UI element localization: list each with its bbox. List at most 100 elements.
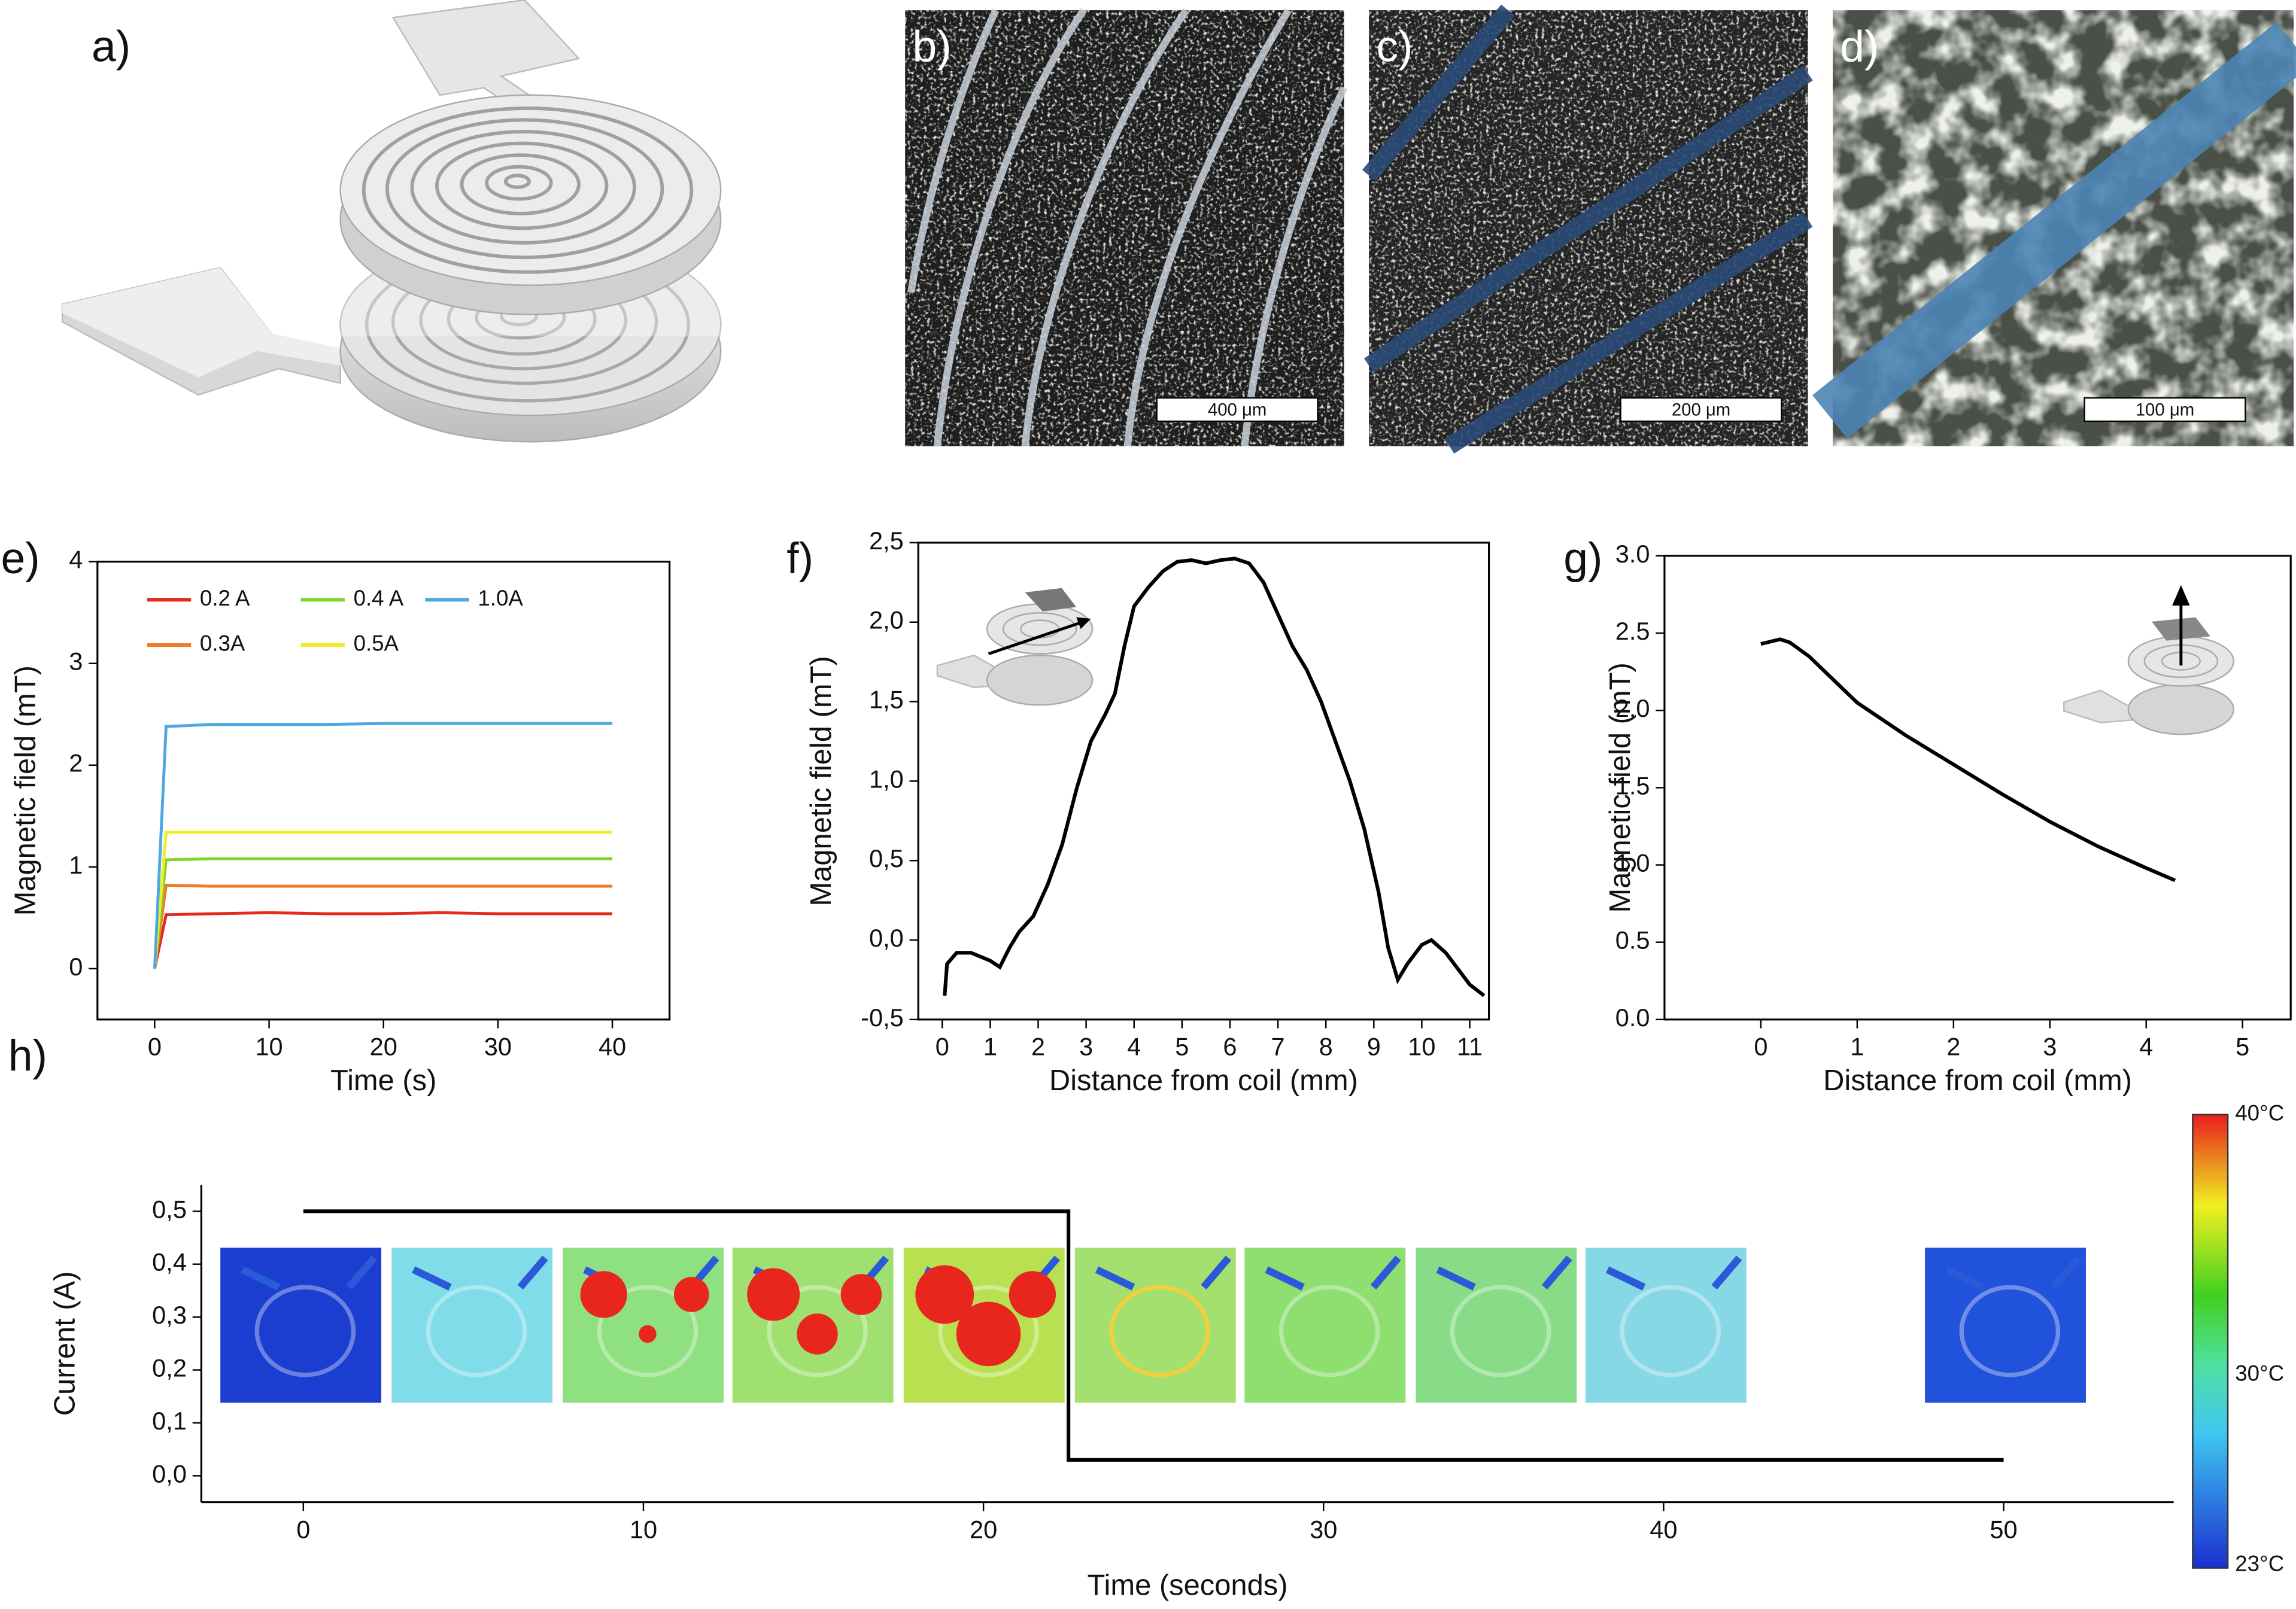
panel-label: h) [8, 1031, 47, 1080]
x-tick-label: 1 [1850, 1033, 1864, 1061]
x-tick-label: 30 [484, 1033, 512, 1061]
colorbar-label: 30°C [2235, 1361, 2284, 1386]
micrograph-c [1362, 4, 1813, 454]
x-tick-label: 10 [255, 1033, 283, 1061]
coil-illustration [61, 0, 722, 443]
thermal-probe [1095, 1266, 1135, 1291]
data-line [153, 722, 613, 969]
x-tick-label: 30 [1310, 1515, 1337, 1543]
y-tick-label: 1.0 [1615, 849, 1650, 877]
thermal-ring [1959, 1285, 2061, 1377]
legend-label: 0.2 A [200, 586, 250, 610]
y-tick-label: 0,5 [869, 844, 904, 872]
micrograph-d [1812, 10, 2296, 446]
x-tick-label: 2 [1031, 1033, 1045, 1061]
thermal-probe [412, 1266, 452, 1291]
x-tick-label: 40 [1650, 1515, 1677, 1543]
colorbar-label: 23°C [2235, 1551, 2284, 1575]
x-tick-label: 5 [1175, 1033, 1189, 1061]
scale-bar [2084, 397, 2246, 422]
y-tick-label: 0,0 [152, 1459, 187, 1488]
x-tick-label: 8 [1319, 1033, 1333, 1061]
y-axis-title: Current (A) [48, 1271, 81, 1416]
y-tick-label: 2.0 [1615, 694, 1650, 722]
thermal-probe [346, 1255, 377, 1290]
legend-label: 0.4 A [354, 586, 404, 610]
hot-spot [747, 1268, 800, 1321]
y-tick-label: 3 [69, 647, 83, 676]
thermal-probe [1945, 1266, 1985, 1291]
y-axis-title: Magnetic field (mT) [1604, 662, 1636, 913]
y-tick-label: 2 [69, 749, 83, 777]
y-tick-label: 0,1 [152, 1407, 187, 1435]
y-tick-label: 1,0 [869, 765, 904, 793]
inset-coil [2063, 585, 2235, 735]
x-tick-label: 7 [1271, 1033, 1285, 1061]
plot-frame [96, 561, 671, 1021]
inset-coil [936, 588, 1094, 706]
x-tick-label: 0 [148, 1033, 162, 1061]
x-axis-title: Time (seconds) [1088, 1569, 1288, 1601]
thermal-probe [517, 1255, 548, 1290]
thermal-images [220, 1248, 2086, 1403]
legend-label: 0.3A [200, 631, 245, 656]
hot-spot [915, 1265, 974, 1324]
thermal-probe [1201, 1255, 1232, 1290]
thermal-ring [254, 1285, 356, 1377]
thermal-ring [767, 1285, 868, 1377]
y-tick-label: 1 [69, 851, 83, 879]
thermal-probe [1711, 1255, 1742, 1290]
y-tick-label: 0,5 [152, 1195, 187, 1223]
y-tick-label: 0.5 [1615, 926, 1650, 954]
y-tick-label: 0,0 [869, 924, 904, 952]
thermal-probe [1436, 1266, 1476, 1291]
y-tick-label: 1,5 [869, 686, 904, 714]
colorbar-label: 40°C [2235, 1100, 2284, 1125]
thermal-probe [1370, 1255, 1401, 1290]
thermal-ring [1450, 1285, 1551, 1377]
thermal-ring [597, 1285, 698, 1377]
hot-spot [956, 1301, 1021, 1367]
x-tick-label: 0 [936, 1033, 949, 1061]
x-tick-label: 0 [296, 1515, 310, 1543]
panel-label: c) [1376, 22, 1413, 71]
x-tick-label: 3 [2043, 1033, 2057, 1061]
x-tick-label: 9 [1367, 1033, 1381, 1061]
scale-bar [1156, 397, 1319, 422]
panel-label: d) [1840, 22, 1879, 71]
data-line [153, 857, 613, 969]
scale-bar-label: 400 μm [1208, 400, 1267, 420]
legend-label: 0.5A [354, 631, 399, 656]
y-tick-label: 2.5 [1615, 617, 1650, 645]
thermal-ring [1620, 1285, 1721, 1377]
y-tick-label: -0,5 [861, 1003, 904, 1032]
x-tick-label: 2 [1946, 1033, 1960, 1061]
thermal-probe [1541, 1255, 1572, 1290]
data-line [153, 883, 613, 969]
data-line [153, 911, 613, 969]
data-line [153, 831, 613, 969]
hot-spot [639, 1325, 657, 1343]
hot-spot [580, 1271, 627, 1318]
hot-spot [797, 1313, 838, 1355]
x-axis-title: Distance from coil (mm) [1823, 1064, 2132, 1097]
thermal-ring [1109, 1285, 1210, 1377]
x-tick-label: 40 [599, 1033, 626, 1061]
y-tick-label: 0,4 [152, 1248, 187, 1276]
y-tick-label: 2,5 [869, 527, 904, 555]
legend-label: 1.0A [478, 586, 523, 610]
x-tick-label: 1 [983, 1033, 997, 1061]
x-tick-label: 4 [2139, 1033, 2153, 1061]
scale-bar-label: 100 μm [2136, 400, 2194, 420]
data-line [1760, 637, 2176, 883]
micrograph-b [905, 8, 1348, 447]
thermal-probe [1605, 1266, 1646, 1291]
thermal-probe [241, 1266, 281, 1291]
panel-label: g) [1563, 534, 1602, 583]
y-tick-label: 0.0 [1615, 1003, 1650, 1032]
x-tick-label: 5 [2236, 1033, 2249, 1061]
x-tick-label: 10 [1408, 1033, 1435, 1061]
x-tick-label: 6 [1223, 1033, 1237, 1061]
x-tick-label: 4 [1127, 1033, 1141, 1061]
y-tick-label: 0 [69, 953, 83, 981]
